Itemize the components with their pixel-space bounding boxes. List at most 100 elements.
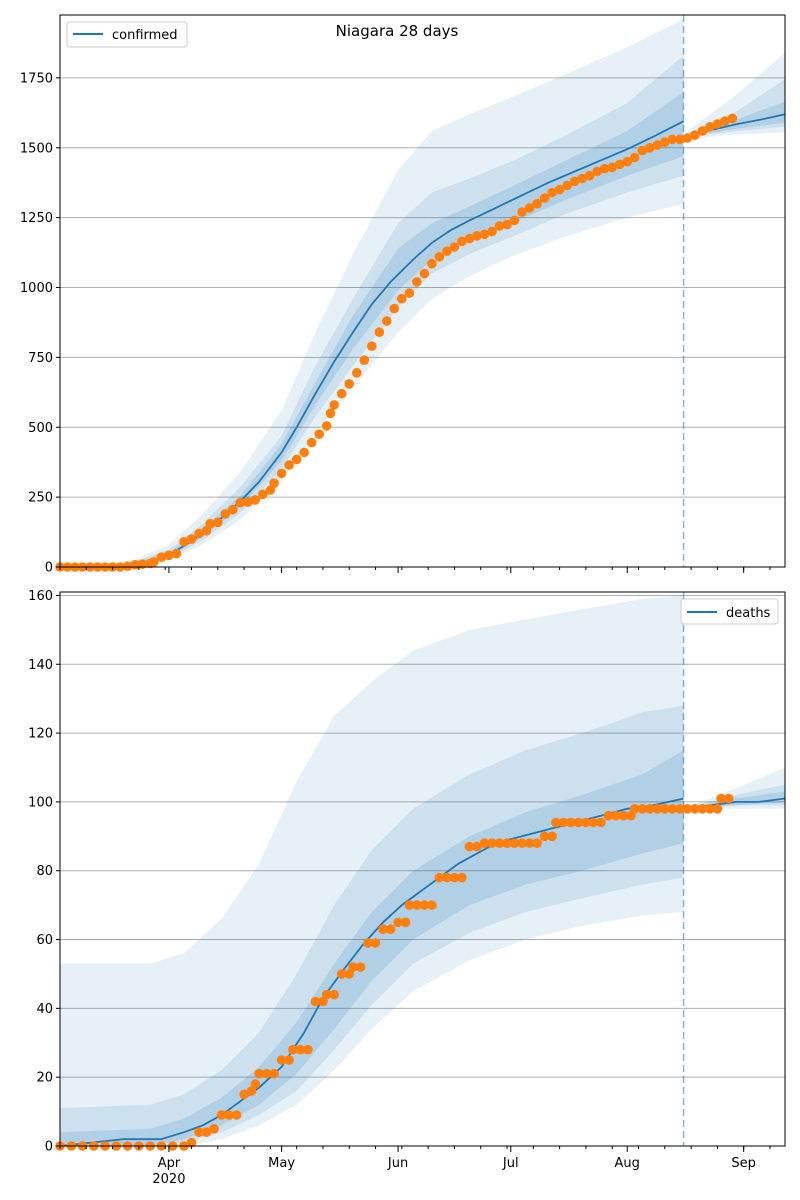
deaths-observed-point: [603, 810, 614, 821]
confirmed-observed-point: [250, 495, 261, 505]
deaths-observed-point: [472, 841, 482, 852]
confirmed-observed-point: [397, 293, 407, 304]
confirmed-observed-point: [228, 504, 238, 515]
confirmed-observed-point: [599, 163, 610, 174]
deaths-observed-point: [303, 1044, 313, 1055]
deaths-observed-point: [254, 1068, 264, 1079]
deaths-observed-point: [652, 804, 663, 814]
deaths-plot-area: [60, 592, 785, 1146]
deaths-observed-point: [588, 817, 599, 828]
confirmed-observed-point: [569, 176, 580, 187]
confirmed-observed-point: [389, 303, 400, 314]
confirmed-observed-point: [382, 316, 392, 326]
confirmed-observed-point: [487, 226, 497, 237]
confirmed-observed-point: [325, 408, 336, 419]
deaths-observed-point: [261, 1068, 272, 1079]
confirmed-band-fit-0: [60, 19, 684, 567]
deaths-observed-point: [231, 1110, 242, 1120]
deaths-observed-point: [329, 989, 340, 1000]
deaths-observed-point: [194, 1127, 204, 1137]
confirmed-observed-point: [329, 400, 340, 410]
confirmed-observed-point: [194, 528, 204, 539]
confirmed-observed-point: [517, 207, 527, 217]
deaths-observed-point: [573, 817, 584, 828]
deaths-observed-point: [412, 900, 422, 910]
confirmed-y-tick-label: 750: [28, 351, 53, 366]
deaths-observed-point: [442, 872, 452, 883]
confirmed-observed-point: [336, 388, 347, 399]
deaths-observed-point: [404, 900, 415, 910]
confirmed-plot-area: [60, 15, 785, 567]
confirmed-observed-point: [321, 421, 332, 431]
confirmed-y-tick-label: 1250: [20, 211, 53, 226]
confirmed-observed-point: [577, 173, 587, 184]
deaths-observed-point: [690, 804, 700, 814]
confirmed-observed-point: [220, 509, 231, 519]
deaths-observed-point: [464, 841, 475, 852]
confirmed-observed-point: [306, 437, 317, 448]
deaths-observed-point: [239, 1089, 249, 1100]
confirmed-band-forecast-1: [683, 79, 785, 138]
confirmed-observed-point: [179, 537, 189, 547]
confirmed-observed-point: [592, 166, 602, 177]
confirmed-observed-point: [205, 518, 216, 529]
confirmed-observed-point: [532, 198, 542, 209]
confirmed-observed-point: [705, 122, 715, 132]
deaths-y-tick-label: 140: [28, 658, 53, 673]
confirmed-observed-point: [442, 246, 452, 256]
deaths-observed-point: [682, 804, 693, 814]
confirmed-observed-point: [720, 116, 730, 126]
confirmed-x-axis-ticks: [59, 567, 771, 573]
deaths-observed-point: [566, 817, 576, 828]
deaths-observed-point: [502, 838, 512, 848]
deaths-observed-point: [378, 924, 388, 934]
confirmed-observed-point: [539, 193, 550, 203]
deaths-observed-point: [697, 804, 708, 814]
confirmed-observed-point: [344, 379, 355, 389]
confirmed-y-tick-label: 1750: [20, 71, 53, 86]
confirmed-legend-label: confirmed: [112, 28, 178, 43]
deaths-observed-point: [363, 938, 373, 948]
confirmed-observed-point: [584, 170, 595, 181]
confirmed-model-median: [59, 120, 685, 568]
deaths-observed-point: [645, 804, 655, 814]
confirmed-observed-point: [727, 113, 738, 124]
confirmed-observed-point: [660, 137, 670, 147]
confirmed-observed-point: [472, 231, 482, 241]
confirmed-observed-point: [186, 534, 197, 544]
deaths-observed-point: [348, 962, 358, 972]
deaths-observed-point: [667, 804, 678, 814]
confirmed-observed-point: [156, 552, 167, 562]
deaths-observed-point: [660, 804, 670, 814]
deaths-observed-point: [618, 810, 629, 821]
confirmed-observed-point: [213, 517, 223, 528]
deaths-observed-point: [581, 817, 591, 828]
deaths-observed-point: [629, 804, 640, 814]
confirmed-observed-point: [449, 242, 460, 252]
x-tick-label: Aug: [615, 1156, 640, 1171]
confirmed-observed-point: [276, 468, 287, 479]
deaths-observed-point: [250, 1079, 261, 1089]
confirmed-observed-point: [359, 355, 370, 366]
deaths-observed-point: [705, 804, 715, 814]
confirmed-panel: 0 250 500 750 1000 1250 1500 1750 Niagara 28 da…: [20, 14, 786, 576]
x-tick-label: Sep: [731, 1156, 756, 1171]
confirmed-observed-point: [374, 327, 385, 338]
deaths-observed-point: [449, 872, 460, 883]
confirmed-observed-point: [622, 156, 632, 167]
deaths-band-forecast-1: [683, 784, 785, 809]
deaths-observed-point: [479, 838, 490, 848]
confirmed-observed-point: [637, 145, 648, 156]
confirmed-observed-point: [149, 557, 159, 567]
deaths-observed-point: [487, 838, 497, 848]
deaths-observed-point: [524, 838, 535, 848]
x-tick-label: Jun: [387, 1156, 408, 1171]
deaths-observed-point: [551, 817, 561, 828]
deaths-observed-point: [400, 917, 411, 928]
deaths-observed-point: [355, 962, 366, 972]
deaths-legend: deaths: [680, 598, 779, 625]
confirmed-observed-point: [235, 497, 246, 508]
deaths-observed-point: [434, 872, 445, 883]
deaths-observed-point: [201, 1127, 212, 1137]
